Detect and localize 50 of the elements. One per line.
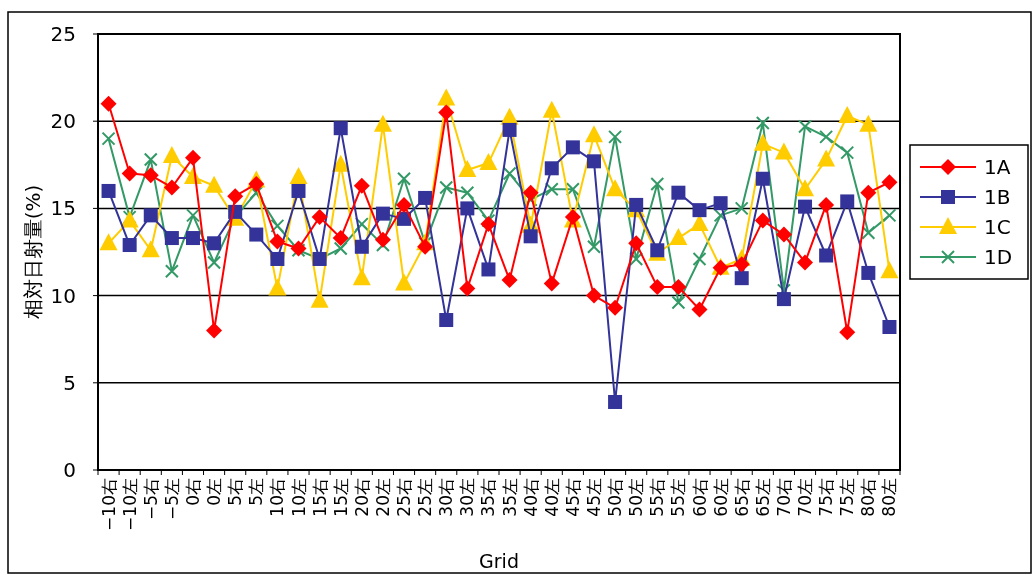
x-tick-label: 20右 (351, 478, 372, 517)
y-tick-label: 10 (50, 283, 76, 308)
y-axis-title: 相対日射量(%) (21, 184, 45, 320)
legend-label: 1D (984, 245, 1013, 269)
x-tick-label: 5左 (246, 478, 267, 506)
x-tick-label: 60右 (689, 478, 710, 517)
x-tick-label: 60左 (710, 478, 731, 517)
x-tick-label: 45右 (562, 478, 583, 517)
x-tick-label: 80左 (879, 478, 900, 517)
x-tick-label: 5右 (225, 478, 246, 506)
x-tick-label: 35右 (478, 478, 499, 517)
legend-label: 1A (984, 155, 1011, 179)
legend-label: 1B (984, 185, 1011, 209)
x-tick-label: 70右 (773, 478, 794, 517)
x-tick-label: 75左 (837, 478, 858, 517)
x-tick-label: 10右 (267, 478, 288, 517)
y-tick-label: 0 (63, 458, 76, 482)
x-tick-label: 65左 (752, 478, 773, 517)
x-tick-label: 0右 (182, 478, 203, 506)
x-tick-label: −10左 (119, 478, 140, 531)
x-tick-label: 75右 (816, 478, 837, 517)
x-tick-label: 20左 (372, 478, 393, 517)
x-tick-label: 0左 (204, 478, 225, 506)
x-tick-label: 30右 (436, 478, 457, 517)
x-tick-label: 15左 (330, 478, 351, 517)
x-tick-label: 10左 (288, 478, 309, 517)
y-tick-label: 5 (63, 370, 76, 395)
x-tick-label: 65右 (731, 478, 752, 517)
x-tick-label: −5左 (161, 478, 182, 521)
x-tick-label: 50左 (626, 478, 647, 517)
x-tick-label: 35左 (499, 478, 520, 517)
legend-label: 1C (984, 215, 1011, 239)
y-tick-label: 15 (50, 196, 76, 221)
x-tick-label: 40左 (541, 478, 562, 517)
x-tick-label: 70左 (795, 478, 816, 517)
x-tick-label: 25右 (394, 478, 415, 517)
x-tick-label: 50右 (605, 478, 626, 517)
y-tick-label: 25 (50, 22, 76, 46)
x-tick-label: 15右 (309, 478, 330, 517)
y-tick-label: 20 (50, 109, 76, 134)
x-tick-label: 25左 (415, 478, 436, 517)
x-axis-title: Grid (479, 550, 519, 572)
x-tick-label: 55右 (647, 478, 668, 517)
x-tick-label: 80右 (858, 478, 879, 517)
x-tick-label: 30左 (457, 478, 478, 517)
x-tick-label: −10右 (98, 478, 119, 531)
x-tick-label: 45左 (583, 478, 604, 517)
x-tick-label: −5右 (140, 478, 161, 521)
x-tick-label: 40右 (520, 478, 541, 517)
x-tick-label: 55左 (668, 478, 689, 517)
